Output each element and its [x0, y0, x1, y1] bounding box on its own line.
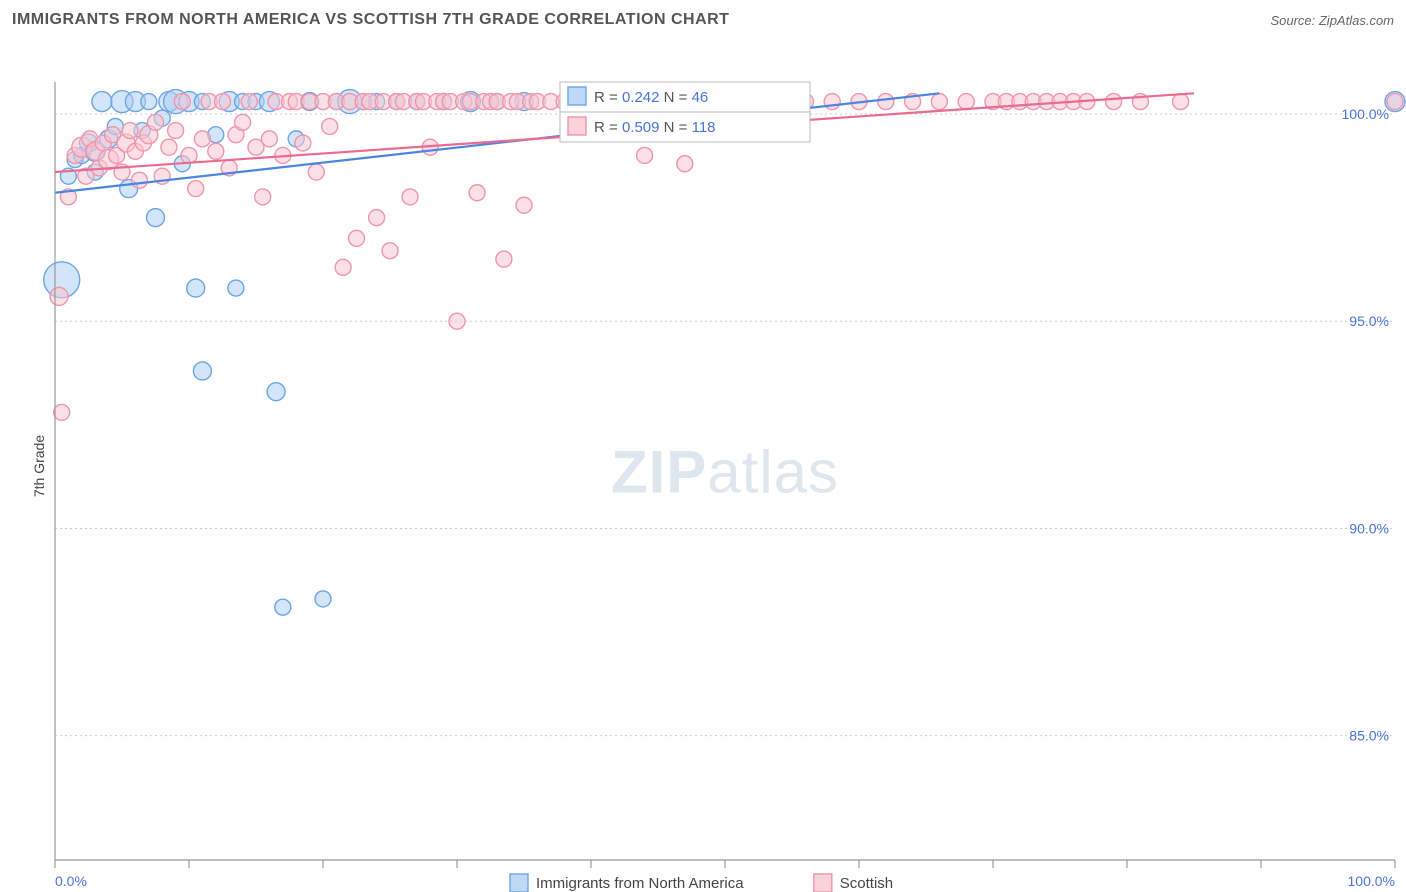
data-point [161, 139, 177, 155]
x-tick-label: 0.0% [55, 873, 87, 889]
chart-title: IMMIGRANTS FROM NORTH AMERICA VS SCOTTIS… [12, 11, 729, 29]
data-point [255, 189, 271, 205]
data-point [824, 94, 840, 110]
data-point [402, 189, 418, 205]
bottom-legend-label: Scottish [840, 875, 893, 892]
y-tick-label: 100.0% [1342, 106, 1389, 122]
data-point [322, 118, 338, 134]
chart-container: 7th Grade 85.0% 90.0% 95.0% 100.0% ZIPatlas 0… [0, 40, 1406, 892]
data-point [131, 172, 147, 188]
data-point [382, 243, 398, 259]
data-point [228, 280, 244, 296]
data-point [677, 156, 693, 172]
data-point [275, 599, 291, 615]
y-tick-label: 90.0% [1349, 520, 1389, 536]
legend-swatch [568, 117, 586, 135]
bottom-legend-label: Immigrants from North America [536, 875, 744, 892]
data-point [92, 92, 112, 112]
watermark: ZIPatlas [611, 439, 839, 506]
data-point [147, 209, 165, 227]
data-point [349, 230, 365, 246]
data-point [241, 94, 257, 110]
data-point [315, 591, 331, 607]
data-point [174, 94, 190, 110]
data-point [235, 114, 251, 130]
data-point [449, 313, 465, 329]
legend-swatch [568, 87, 586, 105]
data-point [208, 143, 224, 159]
data-point [308, 164, 324, 180]
data-point [637, 147, 653, 163]
data-point [1106, 94, 1122, 110]
data-point [496, 251, 512, 267]
bottom-legend-swatch [510, 874, 528, 892]
x-tick-label: 100.0% [1348, 873, 1395, 889]
data-point [50, 287, 68, 305]
data-point [369, 210, 385, 226]
data-point [335, 259, 351, 275]
y-axis-label: 7th Grade [31, 435, 47, 497]
data-point [168, 123, 184, 139]
data-point [188, 181, 204, 197]
data-point [193, 362, 211, 380]
data-point [931, 94, 947, 110]
data-point [54, 404, 70, 420]
data-point [148, 114, 164, 130]
legend-stats: R = 0.509 N = 118 [594, 119, 716, 136]
bottom-legend-swatch [814, 874, 832, 892]
data-point [267, 383, 285, 401]
y-tick-label: 95.0% [1349, 313, 1389, 329]
data-point [1173, 94, 1189, 110]
data-point [295, 135, 311, 151]
data-point [215, 94, 231, 110]
data-point [958, 94, 974, 110]
correlation-scatter-chart: 85.0% 90.0% 95.0% 100.0% ZIPatlas 0.0% 100.0% R… [0, 40, 1406, 892]
data-point [261, 131, 277, 147]
data-point [194, 131, 210, 147]
data-point [187, 279, 205, 297]
chart-source: Source: ZipAtlas.com [1270, 13, 1394, 28]
data-point [469, 185, 485, 201]
data-point [141, 94, 157, 110]
chart-header: IMMIGRANTS FROM NORTH AMERICA VS SCOTTIS… [0, 0, 1406, 40]
data-point [181, 147, 197, 163]
data-point [1387, 94, 1403, 110]
data-point [878, 94, 894, 110]
data-point [516, 197, 532, 213]
data-point [122, 123, 138, 139]
y-tick-label: 85.0% [1349, 728, 1389, 744]
legend-stats: R = 0.242 N = 46 [594, 89, 708, 106]
